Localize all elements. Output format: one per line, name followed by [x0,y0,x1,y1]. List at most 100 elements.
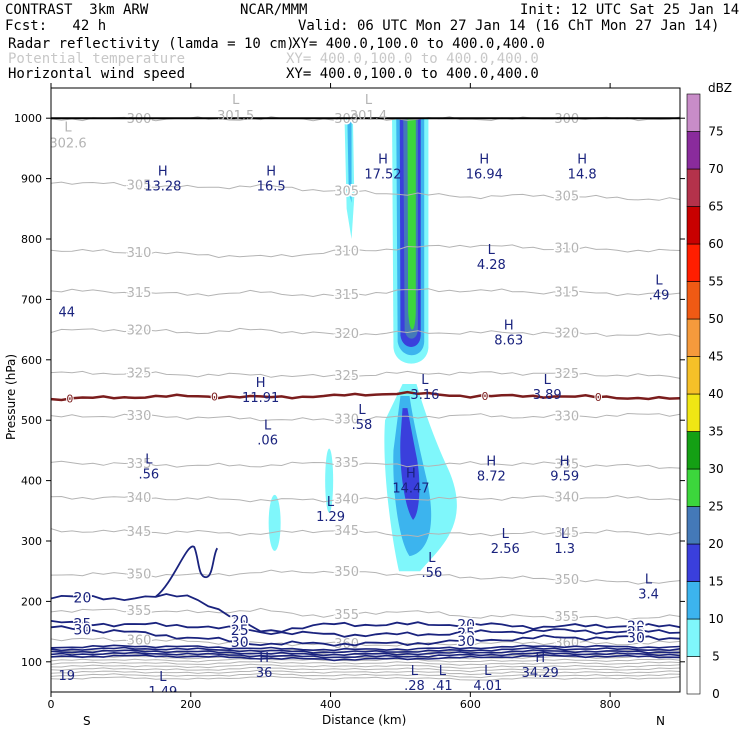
extremum-value: .56 [139,468,160,483]
theta-label-340: 340 [334,493,359,508]
plot-frame [50,87,681,693]
colorbar-label: 5 [712,650,720,664]
theta-label-335: 335 [554,457,579,472]
low-marker: L [159,670,167,685]
high-marker: H [406,467,416,482]
extremum-value: 14.47 [392,482,429,497]
wind-jet-band-line [51,649,680,657]
colorbar-label: 30 [708,462,723,476]
colorbar-label: 20 [708,537,723,551]
reflectivity-side-shaft-core [347,118,352,203]
low-marker: L [544,373,552,388]
extremum-value: 16.94 [466,168,503,183]
theta-low-marker: L [365,93,373,108]
high-marker: H [486,455,496,470]
wind-contour-20 [51,593,680,633]
theta-extremum-value: 302.6 [49,136,86,151]
extremum-value: 34.29 [522,666,559,681]
theta-label-300: 300 [554,112,579,127]
colorbar-label: 25 [708,500,723,514]
theta-label-300: 300 [334,112,359,127]
theta-contour-340 [51,495,680,503]
low-marker: L [145,453,153,468]
colorbar-label: 60 [708,237,723,251]
north-label: N [656,714,665,728]
wind-label-30: 30 [74,622,92,638]
theta-label-360: 360 [127,633,152,648]
low-marker: L [264,418,272,433]
extremum-value: 1.29 [316,510,345,525]
theta-contour-325 [51,370,680,379]
colorbar-swatch [686,318,701,357]
low-marker: L [428,551,436,566]
low-marker: L [327,495,335,510]
colorbar-label: 55 [708,275,723,289]
low-marker: L [655,273,663,288]
extremum-value: 9.59 [550,470,579,485]
wind-jet-band-line [51,646,680,654]
colorbar-unit: dBZ [708,81,732,95]
model-title: CONTRAST 3km ARW [5,2,149,18]
theta-label-355: 355 [334,608,359,623]
theta-label-305: 305 [554,189,579,204]
reflectivity-15dbz-upper [400,408,420,520]
theta-label-345: 345 [554,526,579,541]
y-tick-label: 900 [21,173,42,186]
init-time: Init: 12 UTC Sat 25 Jan 14 [520,2,740,18]
y-tick-label: 800 [21,233,42,246]
high-marker: H [378,153,388,168]
theta-label-320: 320 [334,327,359,342]
theta-extremum-value: 301.5 [217,109,254,124]
wind-trough-20 [155,545,219,598]
low-marker: L [421,373,429,388]
x-tick-label: 0 [48,698,55,711]
high-marker: H [266,165,276,180]
extremum-value: 13.28 [144,180,181,195]
x-tick-label: 800 [600,698,621,711]
y-tick-label: 300 [21,535,42,548]
field2-name: Potential temperature [8,51,186,67]
theta-label-350: 350 [334,565,359,580]
freezing-level-label: 0 [482,390,489,403]
theta-upper-band-line [51,666,680,673]
colorbar-label: 15 [708,575,723,589]
extremum-value: 3.89 [533,388,562,403]
y-axis-title: Pressure (hPa) [4,354,18,440]
y-tick-label: 600 [21,354,42,367]
colorbar-label: 10 [708,612,723,626]
theta-label-355: 355 [127,604,152,619]
x-tick-label: 400 [320,698,341,711]
colorbar-swatch [686,581,701,620]
theta-label-310: 310 [334,244,359,259]
extremum-value: .06 [257,433,278,448]
high-marker: H [256,376,266,391]
reflectivity-cell-mid [325,448,334,513]
field1-name: Radar reflectivity (lamda = 10 cm) [8,36,295,52]
x-tick-label: 600 [460,698,481,711]
reflectivity-25dbz-column [407,118,416,330]
x-axis-title: Distance (km) [322,713,406,727]
theta-label-320: 320 [127,323,152,338]
theta-upper-band-line [51,669,680,676]
extremum-value: .58 [352,418,373,433]
wind-jet-band-line [51,654,680,662]
theta-label-310: 310 [127,246,152,261]
theta-contour-350 [51,569,680,585]
high-marker: H [259,651,269,666]
theta-label-330: 330 [334,413,359,428]
y-tick-label: 400 [21,475,42,488]
extremum-value: 17.52 [364,168,401,183]
edge-value-label: 19 [58,669,75,684]
theta-contour-355 [51,607,680,621]
extremum-value: .41 [432,679,453,694]
extremum-value: 14.8 [568,168,597,183]
y-tick-label: 700 [21,293,42,306]
theta-label-315: 315 [554,286,579,301]
field2-xy: XY= 400.0,100.0 to 400.0,400.0 [286,51,539,67]
theta-label-315: 315 [127,286,152,301]
high-marker: H [577,153,587,168]
colorbar-label: 45 [708,350,723,364]
theta-contour-310 [51,244,680,259]
colorbar-label: 0 [712,687,720,701]
